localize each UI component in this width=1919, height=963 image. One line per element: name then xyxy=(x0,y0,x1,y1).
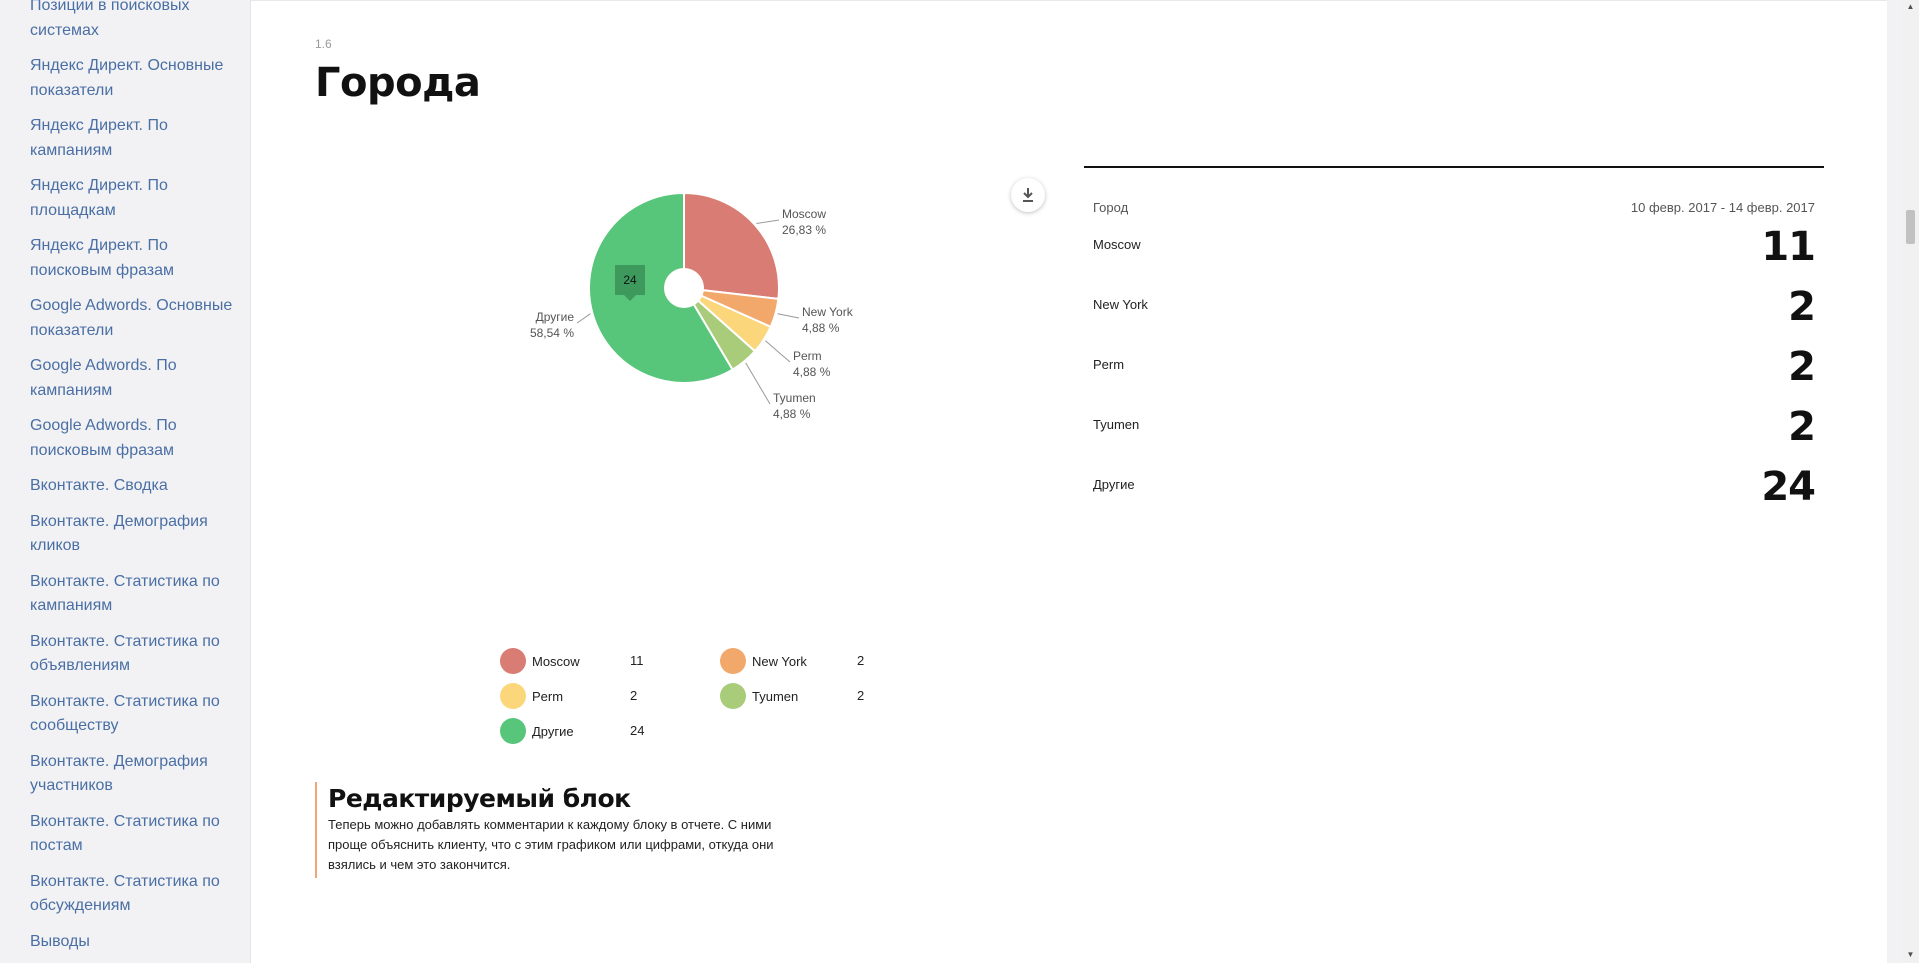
scroll-up-icon[interactable]: ▲ xyxy=(1906,2,1915,11)
legend-label: Tyumen xyxy=(752,688,799,704)
legend-value: 24 xyxy=(630,723,645,738)
legend-swatch xyxy=(720,683,746,709)
sidebar-item[interactable]: Вконтакте. Статистика по кампаниям xyxy=(30,572,220,615)
sidebar-item[interactable]: Вконтакте. Статистика по сообществу xyxy=(30,692,220,735)
scroll-down-icon[interactable]: ▼ xyxy=(1906,950,1915,959)
pie-leader-line xyxy=(756,219,780,224)
editable-block[interactable]: Редактируемый блок Теперь можно добавлят… xyxy=(315,782,795,878)
pie-leader-line xyxy=(745,362,771,405)
table-row-value: 2 xyxy=(1788,284,1816,330)
legend-item[interactable]: Perm xyxy=(500,683,563,709)
pie-label-name: Perm xyxy=(793,349,822,363)
pie-leader-line xyxy=(765,340,791,363)
editable-block-text: Теперь можно добавлять комментарии к каж… xyxy=(328,817,774,872)
pie-label-percent: 4,88 % xyxy=(802,321,840,335)
sidebar-item[interactable]: Выводы xyxy=(30,932,90,950)
pie-tooltip xyxy=(615,265,645,295)
pie-slice[interactable] xyxy=(588,191,734,384)
pie-slice[interactable] xyxy=(683,191,780,301)
pie-label-name: New York xyxy=(802,305,854,319)
sidebar-item[interactable]: Вконтакте. Демография участников xyxy=(30,752,208,795)
pie-center-hole xyxy=(664,268,704,308)
sidebar-item[interactable]: Вконтакте. Статистика по объявлениям xyxy=(30,632,220,675)
page-title: Города xyxy=(315,60,481,106)
table-row-value: 24 xyxy=(1761,464,1816,510)
column-city: Город xyxy=(1093,200,1129,215)
legend-swatch xyxy=(500,648,526,674)
section-number: 1.6 xyxy=(315,37,332,51)
sidebar-item[interactable]: Вконтакте. Сводка xyxy=(30,477,168,494)
pie-chart: Moscow 26,83 % New York 4,88 % Perm 4,88 % Tyu… xyxy=(530,191,854,421)
pie-label-name: Tyumen xyxy=(773,391,816,405)
table-row-city: Perm xyxy=(1093,357,1125,372)
table-row: New York 2 xyxy=(1084,274,1824,334)
column-period: 10 февр. 2017 - 14 февр. 2017 xyxy=(1630,200,1815,215)
sidebar-item[interactable]: Google Adwords. Основные показатели xyxy=(30,297,233,339)
legend-item[interactable]: Другие xyxy=(500,718,574,744)
legend-swatch xyxy=(720,648,746,674)
editable-block-title: Редактируемый блок xyxy=(328,784,631,813)
legend-value: 2 xyxy=(857,688,865,703)
legend-label: Perm xyxy=(532,688,564,704)
table-row-city: Другие xyxy=(1093,477,1135,492)
pie-label-percent: 4,88 % xyxy=(773,407,811,421)
legend-value: 11 xyxy=(630,653,644,668)
sidebar-item[interactable]: Google Adwords. По кампаниям xyxy=(30,357,177,399)
sidebar-item[interactable]: Позиции в поисковых системах xyxy=(30,0,190,39)
legend-label: Другие xyxy=(532,723,574,739)
pie-leader-line xyxy=(777,313,800,319)
legend-swatch xyxy=(500,718,526,744)
download-icon xyxy=(1023,188,1033,202)
sidebar-item[interactable]: Вконтакте. Демография кликов xyxy=(30,512,208,555)
sidebar-item[interactable]: Google Adwords. По поисковым фразам xyxy=(30,417,177,459)
legend-item[interactable]: Moscow xyxy=(500,648,580,674)
sidebar-item[interactable]: Яндекс Директ. Основные показатели xyxy=(30,57,224,99)
pie-tooltip-text: 24 xyxy=(623,273,637,287)
scrollbar-thumb[interactable] xyxy=(1906,210,1915,244)
table-row: Perm 2 xyxy=(1084,334,1824,394)
pie-leader-line xyxy=(576,313,591,324)
table-row-value: 2 xyxy=(1788,344,1816,390)
pie-label-percent: 4,88 % xyxy=(793,365,831,379)
table-row-city: Tyumen xyxy=(1093,417,1140,432)
sidebar-item[interactable]: Яндекс Директ. По площадкам xyxy=(30,177,168,219)
table-row-value: 11 xyxy=(1761,224,1816,270)
sidebar-nav: Позиции в поисковых системах Яндекс Дирек… xyxy=(0,0,250,954)
sidebar-item[interactable]: Яндекс Директ. По поисковым фразам xyxy=(30,237,175,279)
table-row: Другие 24 xyxy=(1084,454,1824,514)
main-content xyxy=(250,0,1887,963)
scrollbar[interactable] xyxy=(1902,0,1919,963)
city-table: Город 10 февр. 2017 - 14 февр. 2017 Mosc… xyxy=(1084,166,1824,514)
legend-value: 2 xyxy=(630,688,638,703)
table-row: Tyumen 2 xyxy=(1084,394,1824,454)
pie-label-name: Другие xyxy=(536,310,575,324)
legend-label: Moscow xyxy=(532,653,580,669)
sidebar-item[interactable]: Вконтакте. Статистика по постам xyxy=(30,812,220,855)
legend-swatch xyxy=(500,683,526,709)
pie-label-percent: 58,54 % xyxy=(530,326,574,340)
sidebar: Позиции в поисковых системах Яндекс Дирек… xyxy=(0,0,250,963)
legend-item[interactable]: Tyumen xyxy=(720,683,798,709)
table-header: Город 10 февр. 2017 - 14 февр. 2017 xyxy=(1084,168,1824,215)
table-row: Moscow 11 xyxy=(1084,214,1824,274)
legend-label: New York xyxy=(752,653,807,669)
sidebar-item[interactable]: Вконтакте. Статистика по обсуждениям xyxy=(30,872,220,915)
table-top-border xyxy=(1084,166,1824,168)
table-row-value: 2 xyxy=(1788,404,1816,450)
table-body: Moscow 11 New York 2 Perm 2 Tyumen 2 Другие 24 xyxy=(1084,214,1824,514)
legend-value: 2 xyxy=(857,653,865,668)
pie-label-name: Moscow xyxy=(782,207,826,221)
legend-item[interactable]: New York xyxy=(720,648,807,674)
download-button[interactable] xyxy=(1011,178,1045,212)
sidebar-item[interactable]: Яндекс Директ. По кампаниям xyxy=(30,117,168,159)
table-row-city: Moscow xyxy=(1093,237,1141,252)
pie-label-percent: 26,83 % xyxy=(782,223,826,237)
table-row-city: New York xyxy=(1093,297,1148,312)
pie-tooltip-arrow xyxy=(624,295,636,301)
